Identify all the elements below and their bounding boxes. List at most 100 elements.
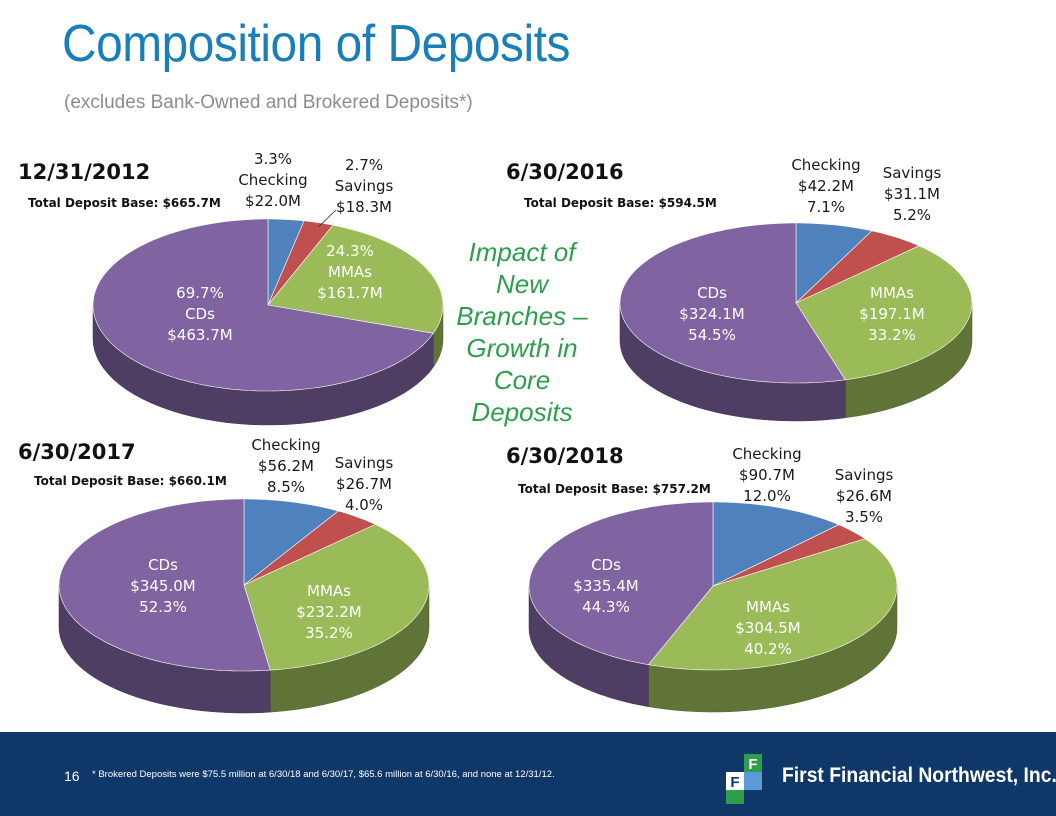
pie-slice-savings [795, 230, 920, 304]
chart-2-total: Total Deposit Base: $594.5M [524, 196, 717, 210]
slice-label-checking: Checking $90.7M 12.0% [732, 445, 801, 505]
slice-label-line: Savings [835, 466, 894, 484]
slice-label-cds: CDs $324.1M 54.5% [679, 284, 744, 344]
chart-3-date: 6/30/2017 [18, 440, 136, 464]
page-title: Composition of Deposits [62, 15, 570, 73]
pie-slice-mmas [267, 224, 444, 334]
chart-2-date: 6/30/2016 [506, 160, 624, 184]
slice-label-line: 3.3% [254, 150, 292, 168]
pie-slice-savings [267, 220, 334, 306]
slice-label-line: $335.4M [573, 577, 638, 595]
slice-label-line: 12.0% [743, 487, 791, 505]
pie-slice-checking [243, 498, 339, 586]
svg-text:F: F [730, 774, 739, 791]
chart-4-date: 6/30/2018 [506, 444, 624, 468]
slice-label-line: 33.2% [868, 326, 916, 344]
slice-label-line: Checking [791, 156, 860, 174]
leader-line [318, 209, 337, 227]
slice-label-mmas: MMAs $304.5M 40.2% [735, 598, 800, 658]
slice-label-line: $324.1M [679, 305, 744, 323]
chart-1-total: Total Deposit Base: $665.7M [28, 196, 221, 210]
slice-label-checking: Checking $42.2M 7.1% [791, 156, 860, 216]
slice-label-line: CDs [185, 305, 215, 323]
pie-chart-1: 3.3% Checking $22.0M 2.7% Savings $18.3M 24.3%… [92, 150, 444, 426]
pie-charts: 3.3% Checking $22.0M 2.7% Savings $18.3M 24.3%… [58, 150, 973, 714]
slice-label-line: 2.7% [345, 156, 383, 174]
svg-text:F: F [748, 756, 757, 773]
slice-label-line: $232.2M [296, 603, 361, 621]
pie-chart-2: Checking $42.2M 7.1% Savings $31.1M 5.2% MMAs $… [619, 156, 973, 422]
footer-bar: 16 * Brokered Deposits were $75.5 millio… [0, 732, 1056, 816]
slice-label-cds: CDs $335.4M 44.3% [573, 556, 638, 616]
pie-slice-mmas [647, 538, 898, 671]
slice-label-line: MMAs [307, 582, 351, 600]
slice-label-line: $304.5M [735, 619, 800, 637]
pie-slice-mmas [795, 245, 973, 381]
slice-label-line: $42.2M [798, 177, 854, 195]
slice-label-line: 35.2% [305, 624, 353, 642]
slice-label-line: MMAs [746, 598, 790, 616]
slice-label-mmas: MMAs $197.1M 33.2% [859, 284, 924, 344]
pie-slice-cds [92, 218, 434, 392]
slice-label-line: 54.5% [688, 326, 736, 344]
slice-label-line: $26.7M [336, 475, 392, 493]
pie-slice-cds [58, 498, 271, 672]
page-subtitle: (excludes Bank-Owned and Brokered Deposi… [64, 92, 473, 113]
slice-label-line: 5.2% [893, 206, 931, 224]
slice-label-line: 4.0% [345, 496, 383, 514]
pie-chart-4: Checking $90.7M 12.0% Savings $26.6M 3.5% MMAs… [528, 445, 898, 713]
impact-line: Impact of [468, 237, 576, 267]
pie-chart-3: Checking $56.2M 8.5% Savings $26.7M 4.0% MMAs $… [58, 436, 430, 714]
slice-label-line: MMAs [870, 284, 914, 302]
pie-slice-cds [619, 222, 846, 384]
impact-line: Core [493, 365, 551, 395]
chart-3-total: Total Deposit Base: $660.1M [34, 474, 227, 488]
slice-label-line: $26.6M [836, 487, 892, 505]
pie-slice-checking [795, 222, 873, 304]
slice-label-line: Savings [335, 177, 394, 195]
slice-label-savings: Savings $31.1M 5.2% [883, 164, 942, 224]
slice-label-line: 44.3% [582, 598, 630, 616]
pie-slice-cds [528, 501, 714, 666]
slice-label-line: $90.7M [739, 466, 795, 484]
impact-line: Branches – [456, 301, 588, 331]
chart-1-date: 12/31/2012 [18, 160, 151, 184]
slice-label-line: 24.3% [326, 242, 374, 260]
slice-label-line: $56.2M [258, 457, 314, 475]
slice-label-line: Savings [883, 164, 942, 182]
slice-label-mmas: 24.3% MMAs $161.7M [317, 242, 382, 302]
slice-label-line: 7.1% [807, 198, 845, 216]
slice-label-line: Savings [335, 454, 394, 472]
slice-label-line: $345.0M [130, 577, 195, 595]
slice-label-line: $31.1M [884, 185, 940, 203]
slice-label-line: 69.7% [176, 284, 224, 302]
footnote: * Brokered Deposits were $75.5 million a… [92, 769, 555, 780]
slice-label-line: Checking [732, 445, 801, 463]
slice-label-line: $197.1M [859, 305, 924, 323]
slice-label-line: $18.3M [336, 198, 392, 216]
slice-label-line: 40.2% [744, 640, 792, 658]
slice-label-line: CDs [697, 284, 727, 302]
slice-label-mmas: MMAs $232.2M 35.2% [296, 582, 361, 642]
slice-label-line: Checking [251, 436, 320, 454]
slice-label-cds: 69.7% CDs $463.7M [167, 284, 232, 344]
slice-label-savings: Savings $26.7M 4.0% [335, 454, 394, 514]
ff-logo-icon: F F [726, 754, 762, 804]
slice-label-cds: CDs $345.0M 52.3% [130, 556, 195, 616]
slice-label-line: 8.5% [267, 478, 305, 496]
slice-label-line: CDs [148, 556, 178, 574]
slice-label-savings: 2.7% Savings $18.3M [335, 156, 394, 216]
slice-label-checking: Checking $56.2M 8.5% [251, 436, 320, 496]
slice-label-line: $161.7M [317, 284, 382, 302]
pie-slice-mmas [243, 524, 430, 671]
impact-line: New [495, 269, 548, 299]
impact-callout: Impact of New Branches – Growth in Core … [448, 236, 596, 428]
slice-label-line: CDs [591, 556, 621, 574]
impact-line: Deposits [471, 397, 573, 427]
slice-label-line: MMAs [328, 263, 372, 281]
slice-label-line: 3.5% [845, 508, 883, 526]
slice-label-line: $22.0M [245, 192, 301, 210]
company-logo: F F First Financial Northwest, Inc. [722, 750, 1056, 806]
pie-slice-savings [243, 510, 377, 586]
impact-line: Growth in [466, 333, 578, 363]
